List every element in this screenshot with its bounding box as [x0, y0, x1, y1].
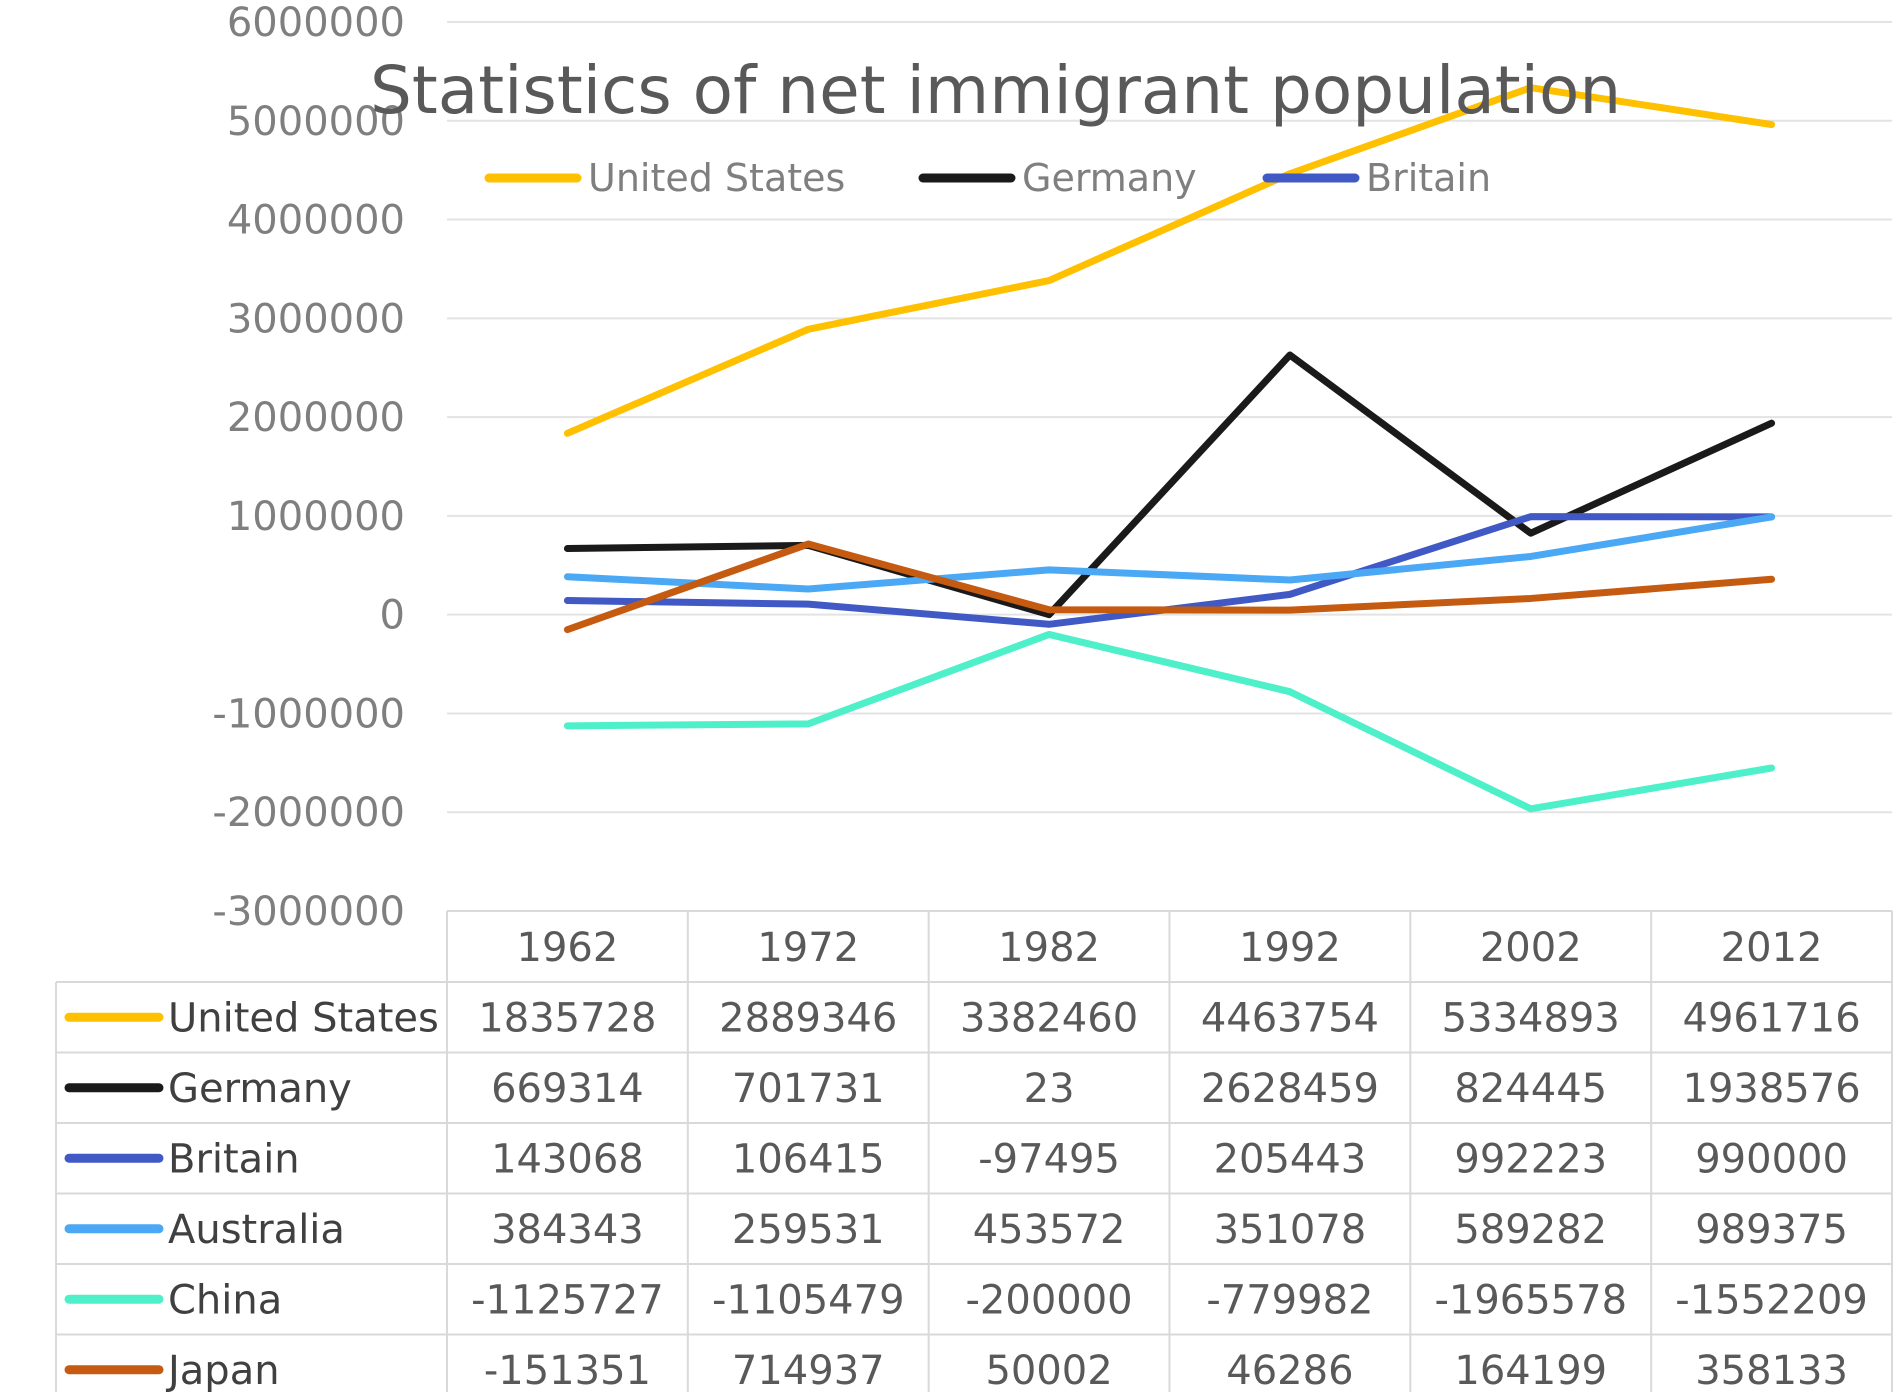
legend-label: Britain [1366, 156, 1491, 200]
data-cell: -151351 [484, 1348, 651, 1392]
gridlines [447, 21, 1892, 814]
y-tick-label: 1000000 [227, 494, 405, 540]
data-cell: 1835728 [478, 995, 656, 1041]
legend: United States Germany Britain [484, 156, 1491, 200]
y-tick-label: 0 [380, 593, 405, 639]
data-cell: 1938576 [1683, 1066, 1861, 1112]
row-series-label: United States [168, 995, 439, 1041]
data-table: 1962 1972 1982 1992 2002 2012 United States 183… [55, 910, 1893, 1392]
row-series-label: China [168, 1277, 282, 1323]
category-label: 2012 [1721, 925, 1823, 971]
data-cell: 453572 [973, 1207, 1126, 1253]
data-cell: 701731 [732, 1066, 885, 1112]
data-cell: -200000 [966, 1277, 1133, 1323]
data-cell: -1125727 [471, 1277, 664, 1323]
row-series-label: Germany [168, 1066, 352, 1112]
data-cell: 384343 [491, 1207, 644, 1253]
data-cell: -779982 [1206, 1277, 1373, 1323]
series-line-china [563, 630, 1776, 813]
data-cell: 3382460 [960, 995, 1138, 1041]
data-cell: 990000 [1695, 1136, 1848, 1182]
y-tick-label: 4000000 [227, 198, 405, 244]
data-cell: 4463754 [1201, 995, 1379, 1041]
data-cell: 992223 [1454, 1136, 1607, 1182]
y-tick-label: 6000000 [227, 0, 405, 46]
chart-title: Statistics of net immigrant population [370, 52, 1621, 129]
category-label: 1972 [757, 925, 859, 971]
data-cell: 106415 [732, 1136, 885, 1182]
data-cell: 143068 [491, 1136, 644, 1182]
legend-label: United States [588, 156, 845, 200]
category-label: 2002 [1480, 925, 1582, 971]
y-tick-label: -2000000 [212, 790, 405, 836]
data-cell: 164199 [1454, 1348, 1607, 1392]
data-cell: 205443 [1214, 1136, 1367, 1182]
data-cell: 259531 [732, 1207, 885, 1253]
data-cell: 989375 [1695, 1207, 1848, 1253]
data-cell: 46286 [1226, 1348, 1353, 1392]
data-cell: -1552209 [1675, 1277, 1868, 1323]
y-tick-label: 2000000 [227, 395, 405, 441]
data-cell: -1105479 [712, 1277, 905, 1323]
y-tick-label: 3000000 [227, 296, 405, 342]
series-line-japan [563, 540, 1776, 634]
legend-label: Germany [1022, 156, 1197, 200]
data-cell: 2628459 [1201, 1066, 1379, 1112]
y-tick-label: -3000000 [212, 889, 405, 935]
series-line-australia [563, 513, 1776, 593]
data-cell: 714937 [732, 1348, 885, 1392]
category-label: 1962 [517, 925, 619, 971]
data-cell: 2889346 [719, 995, 897, 1041]
data-cell: 589282 [1454, 1207, 1607, 1253]
category-label: 1982 [998, 925, 1100, 971]
data-cell: 358133 [1695, 1348, 1848, 1392]
data-cell: 5334893 [1442, 995, 1620, 1041]
row-series-label: Britain [168, 1136, 300, 1182]
data-cell: -97495 [978, 1136, 1120, 1182]
y-tick-label: 5000000 [227, 99, 405, 145]
data-cell: 669314 [491, 1066, 644, 1112]
data-cell: 4961716 [1683, 995, 1861, 1041]
row-series-label: Japan [165, 1348, 280, 1392]
y-axis: 6000000 5000000 4000000 3000000 2000000 10000… [212, 0, 405, 935]
series-line-united-states [563, 84, 1776, 437]
data-cell: 824445 [1454, 1066, 1607, 1112]
data-cell: 23 [1024, 1066, 1075, 1112]
category-label: 1992 [1239, 925, 1341, 971]
data-cell: -1965578 [1434, 1277, 1627, 1323]
series-lines [563, 84, 1776, 813]
y-tick-label: -1000000 [212, 691, 405, 737]
data-cell: 351078 [1214, 1207, 1367, 1253]
row-series-label: Australia [168, 1207, 345, 1253]
data-cell: 50002 [985, 1348, 1112, 1392]
